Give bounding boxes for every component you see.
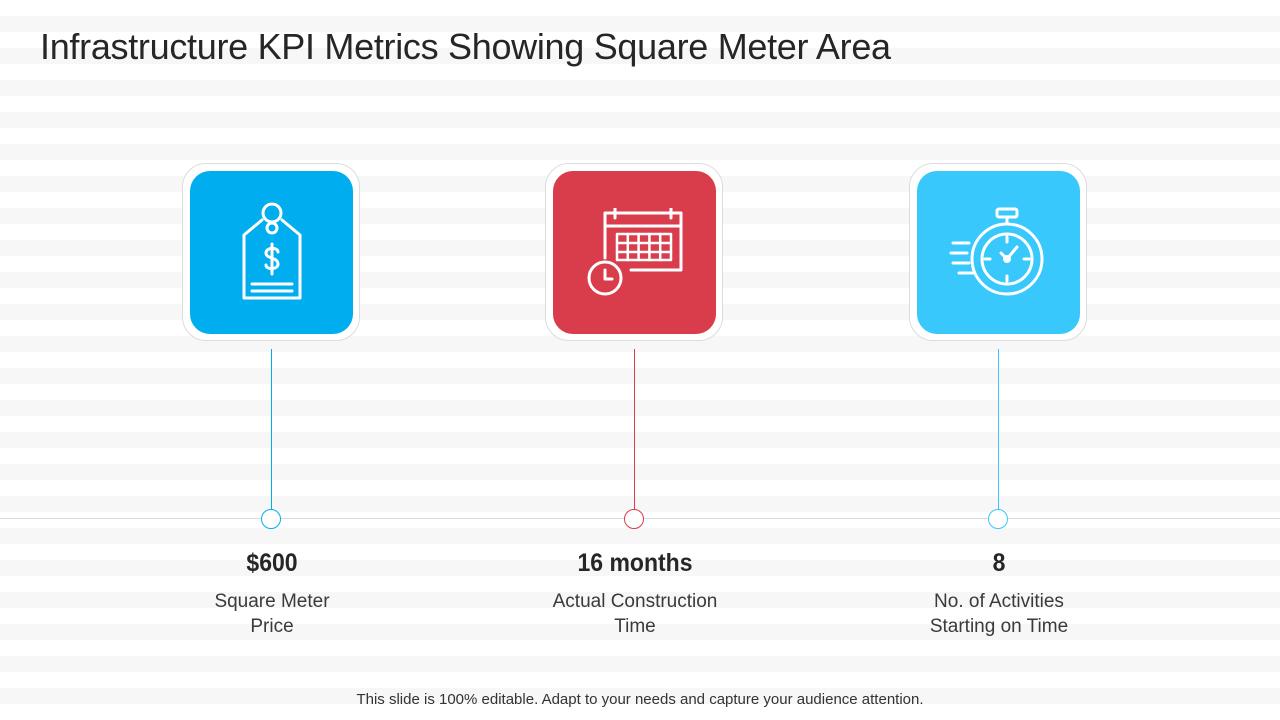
- icon-tile: [553, 171, 716, 334]
- timeline-node: [624, 509, 644, 529]
- connector-line: [634, 349, 635, 510]
- kpi-label-line: Starting on Time: [929, 616, 1069, 637]
- kpi-label-line: Price: [250, 616, 294, 637]
- kpi-label-line: Actual Construction: [552, 591, 718, 612]
- kpi-value: 8: [992, 549, 1006, 577]
- stopwatch-icon: [949, 207, 1049, 299]
- kpi-label: Actual Construction Time: [535, 589, 735, 639]
- kpi-label-line: Time: [614, 616, 656, 637]
- kpi-value: $600: [246, 549, 298, 577]
- price-tag-icon: [232, 198, 312, 308]
- footer-note: This slide is 100% editable. Adapt to yo…: [356, 691, 924, 708]
- connector-line: [998, 349, 999, 510]
- slide-title: Infrastructure KPI Metrics Showing Squar…: [40, 26, 891, 67]
- kpi-label: Square Meter Price: [172, 589, 372, 639]
- timeline-node: [988, 509, 1008, 529]
- kpi-label-line: Square Meter: [214, 591, 330, 612]
- kpi-label: No. of Activities Starting on Time: [899, 589, 1099, 639]
- connector-line: [271, 349, 272, 510]
- kpi-value: 16 months: [577, 549, 693, 577]
- kpi-label-line: No. of Activities: [934, 591, 1064, 612]
- timeline-node: [261, 509, 281, 529]
- icon-tile: [190, 171, 353, 334]
- icon-tile: [917, 171, 1080, 334]
- calendar-clock-icon: [585, 207, 685, 298]
